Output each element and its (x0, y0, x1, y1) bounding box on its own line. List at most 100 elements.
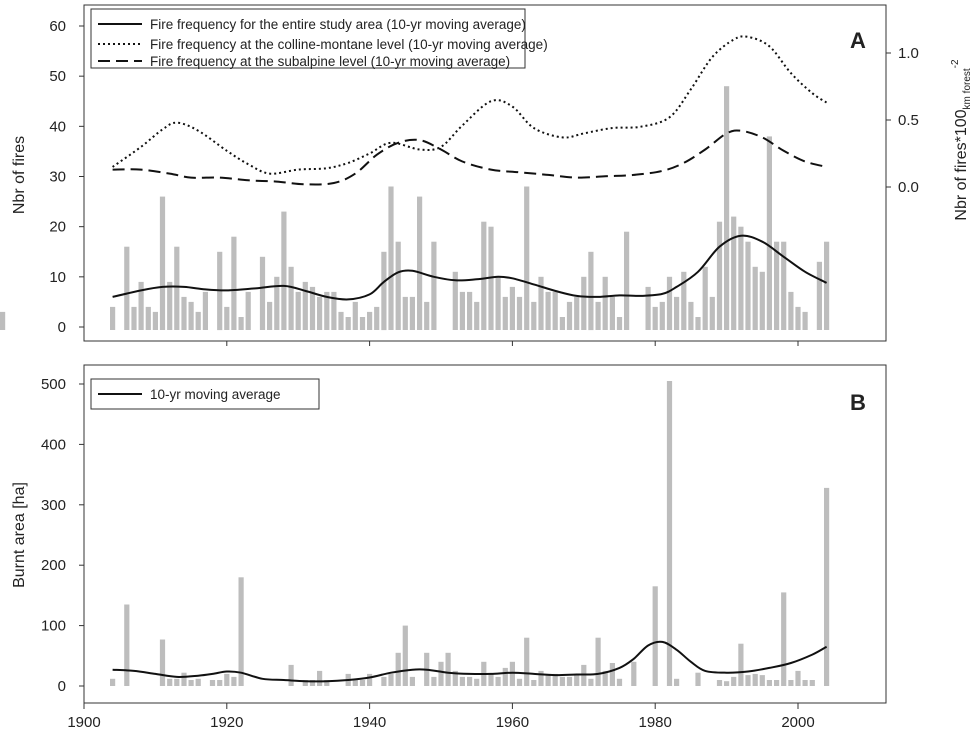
fire-count-bar (459, 291, 465, 330)
fire-count-bar (588, 251, 594, 331)
fire-count-bar (774, 241, 780, 330)
burnt-area-bar (159, 639, 166, 686)
burnt-area-bar (474, 678, 480, 686)
x-tick-label: 1940 (353, 714, 386, 731)
fire-count-bar (359, 317, 366, 330)
burnt-area-bar (538, 670, 544, 686)
fire-count-bar (681, 271, 687, 330)
fire-count-bar (731, 216, 737, 330)
burnt-area-bar (809, 680, 815, 686)
left-tick-label: 0 (58, 319, 66, 336)
burnt-area-bar (731, 676, 737, 686)
fire-count-bar (202, 291, 208, 330)
x-tick-label: 1980 (639, 714, 672, 731)
left-tick-label: 50 (49, 68, 66, 85)
fire-count-bar (688, 301, 694, 330)
burnt-area-bar (738, 643, 744, 686)
burnt-area-bar (438, 661, 444, 686)
burnt-area-bar (795, 670, 801, 686)
fire-count-bar (609, 296, 615, 330)
fire-count-bar (274, 276, 280, 330)
fire-count-bar (538, 276, 544, 330)
burnt-area-bar (431, 676, 437, 686)
left-tick-label: 0 (58, 678, 66, 695)
fire-count-bar (467, 291, 473, 330)
fire-count-bar (324, 291, 330, 330)
line-burnt-area-moving-average (112, 640, 828, 683)
fire-count-bar (267, 301, 273, 330)
burnt-area-bar (824, 487, 830, 686)
left-tick-label: 40 (49, 118, 66, 135)
panel-a-right-ticks: 0.0 0.5 1.0 (886, 45, 919, 196)
x-tick-label: 1960 (496, 714, 529, 731)
fire-count-bar (367, 311, 373, 330)
fire-count-bar (231, 236, 237, 330)
burnt-area-bar (188, 680, 194, 686)
fire-count-bar (759, 271, 765, 330)
x-tick-label: 1920 (210, 714, 243, 731)
fire-count-bar (766, 136, 772, 330)
fire-count-bar (495, 276, 501, 330)
burnt-area-bar (367, 673, 373, 686)
burnt-area-bar (602, 670, 608, 686)
fire-count-bar (645, 286, 651, 330)
burnt-area-bar (502, 667, 508, 686)
fire-count-bar (238, 317, 244, 330)
line-colline-montane (112, 35, 828, 175)
burnt-area-bar (324, 680, 330, 686)
left-tick-label: 30 (49, 169, 66, 186)
panel-a-legend-box (90, 8, 526, 69)
left-tick-label: 400 (41, 436, 66, 453)
fire-count-bar (824, 241, 830, 330)
burnt-area-bar (545, 673, 551, 686)
fire-count-bar (545, 291, 551, 330)
fire-count-bar (288, 266, 294, 330)
panel-b-xticks: 1900 1920 1940 1960 1980 2000 (67, 703, 815, 731)
panel-b-lines (112, 640, 828, 683)
fire-count-bar (716, 221, 723, 330)
burnt-area-bar (217, 680, 223, 686)
fire-count-bar (509, 286, 515, 330)
burnt-area-bar (452, 670, 458, 686)
panel-a-lines (112, 35, 828, 301)
burnt-area-bar (652, 586, 658, 686)
burnt-area-bar (716, 680, 723, 686)
fire-count-bar (566, 301, 573, 330)
fire-count-bar (752, 266, 758, 330)
right-tick-label: 1.0 (898, 45, 919, 62)
burnt-area-bar (666, 381, 673, 686)
panel-a-legend: Fire frequency for the entire study area… (90, 8, 548, 69)
fire-count-bar (624, 231, 630, 330)
burnt-area-bar (788, 680, 794, 686)
fire-count-bar (531, 301, 537, 330)
fire-count-bar (424, 301, 430, 330)
burnt-area-bar (552, 673, 558, 686)
fire-count-bar (695, 317, 701, 330)
fire-count-bar (816, 261, 822, 330)
burnt-area-bar (524, 637, 530, 686)
fire-count-bar (352, 301, 358, 330)
fire-count-bar (702, 266, 708, 330)
burnt-area-bar (588, 678, 594, 686)
fire-count-bar (195, 311, 201, 330)
fire-count-bar (338, 311, 344, 330)
burnt-area-bar (238, 577, 244, 686)
fire-count-bar (652, 306, 658, 330)
fire-count-bar (745, 241, 751, 330)
fire-count-bar (259, 256, 266, 330)
burnt-area-bar (174, 678, 180, 686)
line-subalpine (112, 129, 827, 186)
burnt-area-bar (409, 676, 415, 686)
panel-a-left-ticks: 0 10 20 30 40 50 60 (49, 18, 84, 336)
panel-a-frame (83, 4, 887, 342)
burnt-area-bar (566, 676, 573, 686)
fire-count-bar (131, 306, 137, 330)
burnt-area-bar (309, 680, 316, 686)
fire-count-bar (616, 317, 623, 330)
fire-count-bar (152, 311, 158, 330)
burnt-area-bar (388, 673, 394, 686)
burnt-area-bar (395, 652, 401, 686)
fire-count-bar (181, 296, 187, 330)
panel-b-legend: 10-yr moving average (90, 378, 320, 410)
x-tick-label: 1900 (67, 714, 100, 731)
